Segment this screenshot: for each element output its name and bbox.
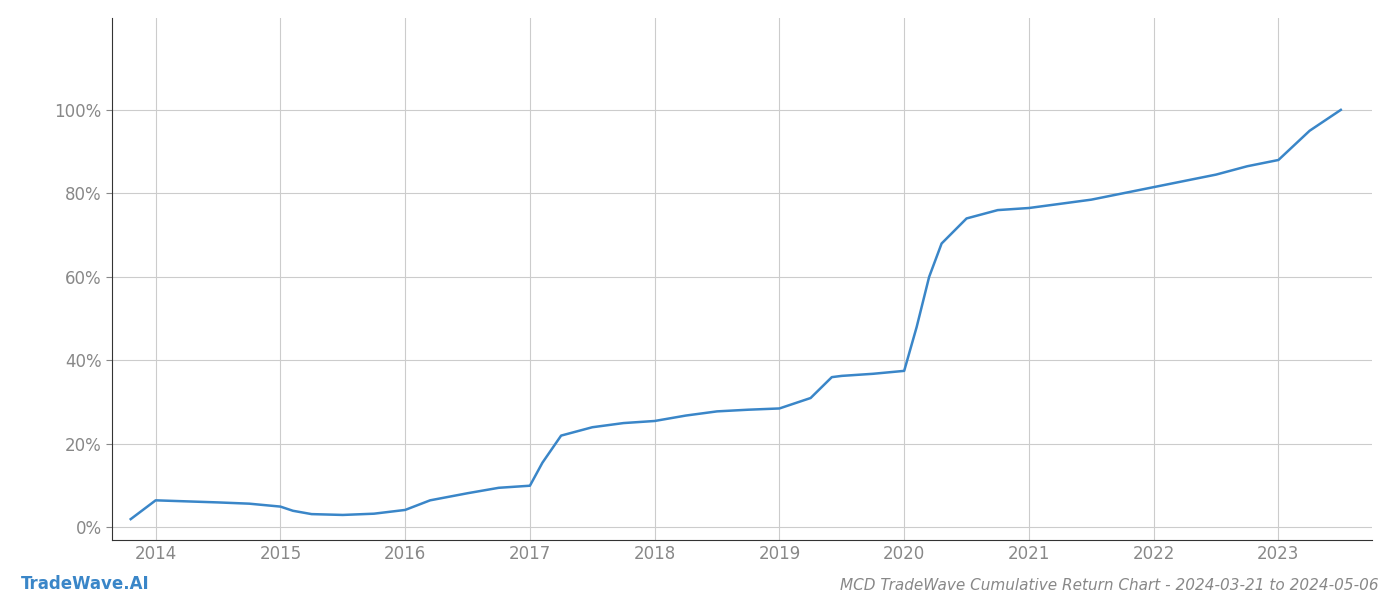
Text: TradeWave.AI: TradeWave.AI bbox=[21, 575, 150, 593]
Text: MCD TradeWave Cumulative Return Chart - 2024-03-21 to 2024-05-06: MCD TradeWave Cumulative Return Chart - … bbox=[840, 578, 1379, 593]
